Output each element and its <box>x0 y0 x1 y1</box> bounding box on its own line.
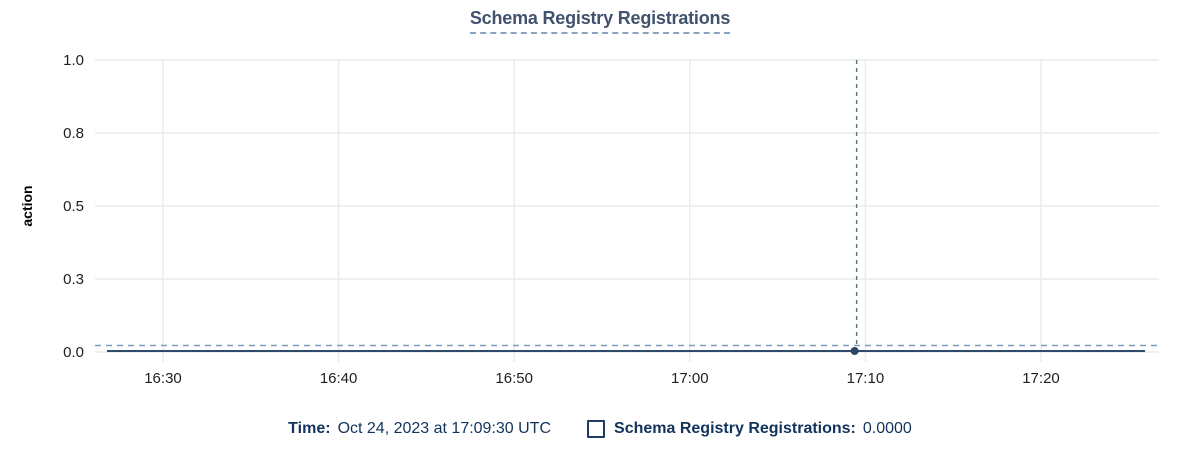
legend-time-label: Time: <box>288 420 331 437</box>
y-axis-title: action <box>19 185 35 226</box>
legend-series-toggle[interactable]: Schema Registry Registrations: 0.0000 <box>587 420 912 438</box>
plot-area[interactable]: 16:30 16:40 16:50 17:00 17:10 17:20 1.0 0.8 0.5 0… <box>0 0 1200 410</box>
x-tick-label: 17:10 <box>847 370 885 387</box>
y-tick-label: 0.3 <box>63 271 84 288</box>
hover-point-marker <box>850 347 859 355</box>
x-tick-label: 16:40 <box>320 370 358 387</box>
legend-series-label: Schema Registry Registrations: <box>614 420 856 437</box>
y-tick-label: 0.5 <box>63 198 84 215</box>
legend-time: Time: Oct 24, 2023 at 17:09:30 UTC <box>288 420 551 438</box>
y-tick-label: 0.8 <box>63 125 84 142</box>
legend-time-value: Oct 24, 2023 at 17:09:30 UTC <box>337 420 552 437</box>
x-tick-label: 16:50 <box>495 370 533 387</box>
legend: Time: Oct 24, 2023 at 17:09:30 UTC Schem… <box>0 420 1200 438</box>
series-checkbox[interactable] <box>587 420 606 438</box>
x-tick-label: 17:20 <box>1022 370 1060 387</box>
x-tick-label: 16:30 <box>144 370 182 387</box>
y-tick-label: 1.0 <box>63 52 84 69</box>
x-tick-label: 17:00 <box>671 370 709 387</box>
chart-title-row: Schema Registry Registrations <box>0 8 1200 34</box>
legend-series-value: 0.0000 <box>862 420 912 437</box>
y-tick-label: 0.0 <box>63 344 84 361</box>
chart-title[interactable]: Schema Registry Registrations <box>469 8 730 34</box>
